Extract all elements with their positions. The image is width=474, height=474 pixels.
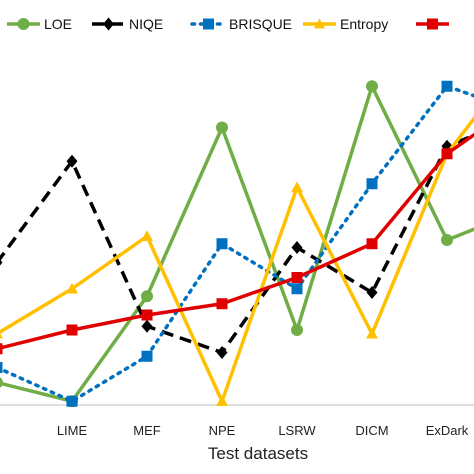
brisque-point — [66, 395, 78, 407]
legend-item-series-5 — [416, 18, 449, 30]
legend-marker — [17, 18, 30, 30]
series-5-point — [0, 343, 3, 355]
brisque-line — [0, 84, 474, 404]
niqe-point — [366, 286, 378, 299]
entropy-line — [0, 115, 474, 406]
brisque-point — [0, 362, 3, 373]
brisque-point — [366, 178, 378, 190]
legend-marker — [314, 18, 325, 29]
legend-item-entropy: Entropy — [303, 16, 388, 32]
legend-label: LOE — [44, 16, 72, 32]
entropy-point — [141, 230, 153, 242]
x-axis-title: Test datasets — [208, 444, 308, 463]
x-tick-label: MEF — [133, 423, 161, 438]
legend-marker — [103, 17, 114, 31]
entropy-point — [66, 282, 78, 294]
niqe-point — [66, 154, 78, 168]
legend-label: BRISQUE — [229, 16, 292, 32]
loe-line — [0, 81, 474, 404]
plot-area — [0, 80, 474, 408]
series-5-point — [366, 238, 378, 250]
loe-point — [366, 80, 378, 93]
series-5-point — [141, 309, 153, 321]
series-5-point — [216, 298, 228, 310]
loe-point — [291, 324, 303, 336]
brisque-point — [291, 283, 303, 295]
niqe-point — [141, 319, 153, 333]
loe-point — [441, 234, 453, 246]
x-tick-label: DICM — [355, 423, 388, 438]
legend-label: NIQE — [129, 16, 163, 32]
niqe-point — [291, 241, 303, 254]
entropy-point — [0, 333, 3, 339]
brisque-point — [141, 350, 153, 362]
loe-point — [216, 121, 228, 134]
series-5-line — [0, 132, 474, 350]
legend-item-loe: LOE — [7, 16, 72, 32]
series-5-point — [441, 148, 453, 160]
legend-item-niqe: NIQE — [92, 16, 163, 32]
legend-item-brisque: BRISQUE — [190, 16, 292, 32]
legend-marker — [427, 18, 438, 30]
brisque-point — [441, 80, 453, 92]
niqe-line — [0, 133, 474, 355]
legend-marker — [203, 18, 214, 30]
loe-point — [141, 290, 153, 303]
x-tick-label: LSRW — [278, 423, 316, 438]
x-tick-label: LIME — [57, 423, 88, 438]
x-tick-label: NPE — [209, 423, 236, 438]
x-tick-label: ExDark — [426, 423, 469, 438]
loe-point — [0, 377, 3, 388]
legend-label: Entropy — [340, 16, 388, 32]
series-5-point — [291, 272, 303, 283]
brisque-point — [216, 238, 228, 250]
entropy-point — [366, 327, 378, 339]
niqe-point — [216, 346, 228, 359]
entropy-point — [216, 395, 228, 407]
entropy-point — [291, 181, 303, 193]
series-5-point — [66, 324, 78, 336]
niqe-point — [0, 259, 3, 266]
